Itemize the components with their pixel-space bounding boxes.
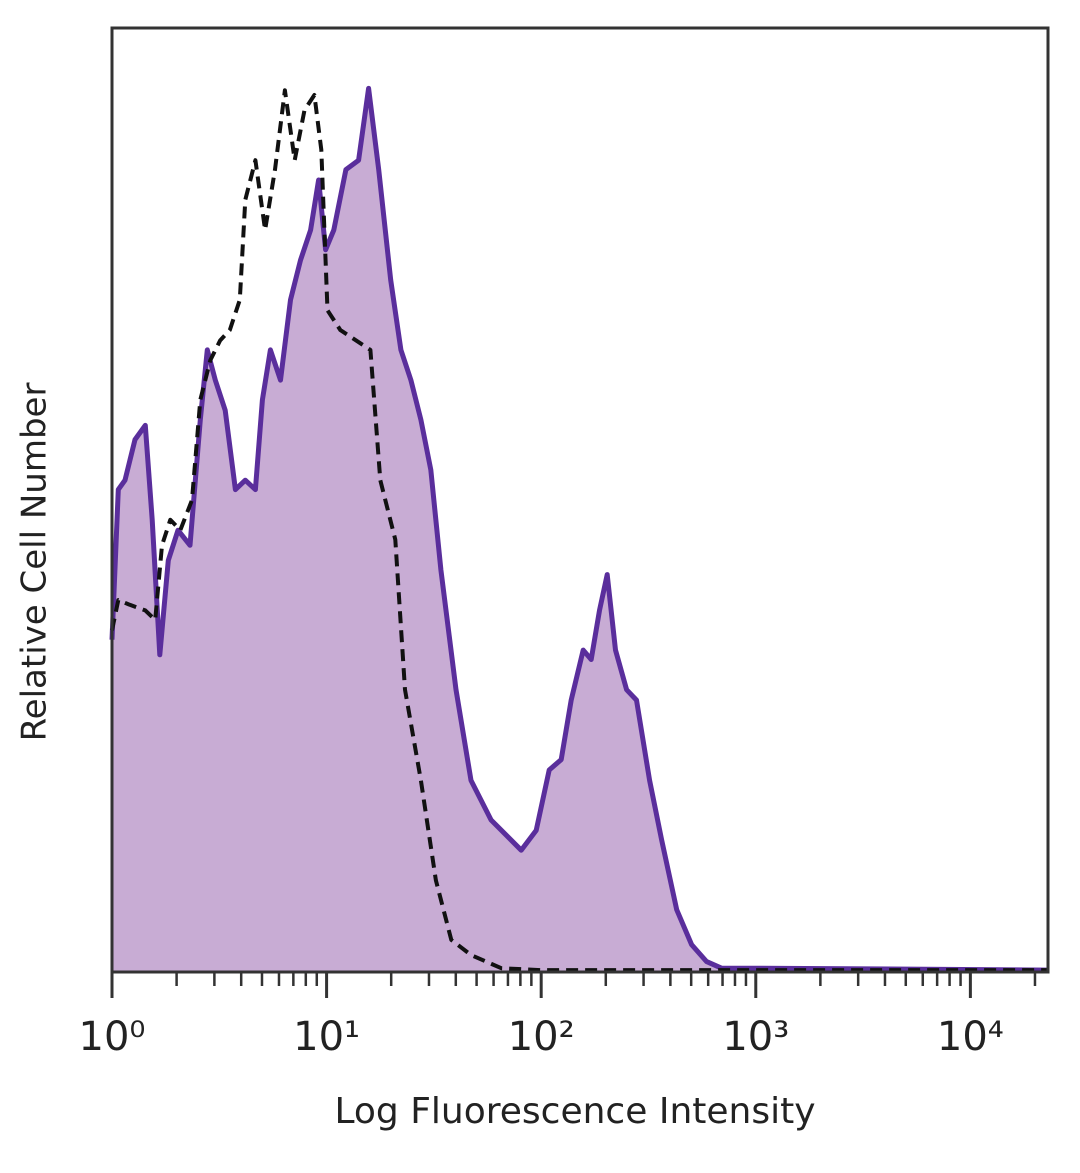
y-axis-label: Relative Cell Number bbox=[15, 383, 55, 742]
x-tick-label: 10³ bbox=[722, 1014, 789, 1060]
x-tick-label: 10² bbox=[508, 1014, 575, 1060]
plot-frame bbox=[110, 26, 1050, 974]
x-tick-label: 10¹ bbox=[293, 1014, 360, 1060]
area-fill bbox=[112, 88, 1048, 972]
dashed-line bbox=[110, 88, 1048, 973]
x-axis-label: Log Fluorescence Intensity bbox=[334, 1091, 815, 1132]
x-tick-label: 10⁴ bbox=[937, 1014, 1004, 1060]
x-tick-label: 10⁰ bbox=[79, 1014, 146, 1060]
line bbox=[109, 85, 1049, 973]
